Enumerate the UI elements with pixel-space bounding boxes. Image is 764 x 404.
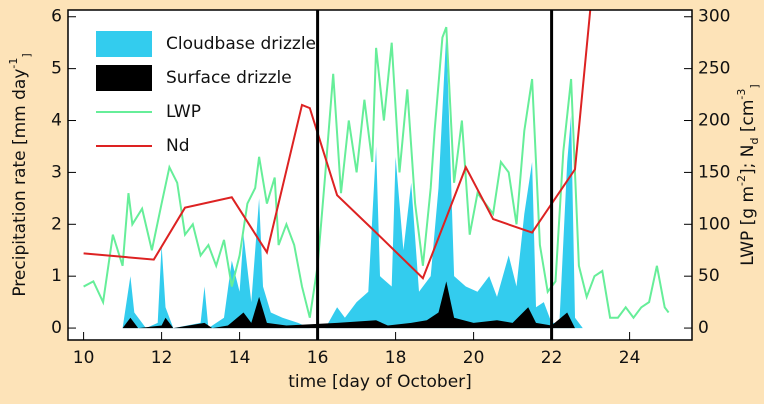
label-part: ]	[20, 53, 33, 57]
label-part: ]; N	[738, 144, 758, 174]
legend-label: Nd	[166, 136, 190, 156]
y-axis-label: Precipitation rate [mm day-1]	[7, 53, 33, 296]
y-tick-label: 0	[51, 318, 62, 338]
x-tick-label: 18	[385, 348, 407, 368]
x-tick-label: 20	[463, 348, 485, 368]
label-part: -3	[735, 89, 748, 100]
y-tick-label: 4	[51, 111, 62, 131]
label-part: ]	[748, 84, 761, 88]
line	[83, 10, 592, 281]
y2-tick-label: 200	[698, 111, 730, 131]
legend-label: LWP	[166, 102, 201, 122]
x-tick-label: 22	[541, 348, 563, 368]
y2-tick-label: 300	[698, 7, 730, 27]
legend-label: Surface drizzle	[166, 68, 292, 88]
y2-tick-label: 250	[698, 59, 730, 79]
x-tick-label: 12	[151, 348, 173, 368]
x-tick-label: 14	[229, 348, 251, 368]
label-part: LWP [g m	[738, 186, 758, 266]
label-part: [cm	[738, 100, 758, 138]
y-tick-label: 3	[51, 162, 62, 182]
overlay: 10 12 14 16 18 20 22 24012345605010015020025030…	[7, 7, 761, 368]
x-tick-label: 24	[619, 348, 641, 368]
y2-tick-label: 50	[698, 266, 720, 286]
y-tick-label: 1	[51, 266, 62, 286]
y2-tick-label: 100	[698, 214, 730, 234]
y-tick-label: 6	[51, 7, 62, 27]
y2-axis-label: LWP [g m-2]; Nd [cm-3]	[735, 84, 761, 265]
legend-swatch	[96, 31, 152, 57]
plot	[83, 10, 670, 340]
legend-label: Cloudbase drizzle	[166, 34, 316, 54]
area	[122, 281, 575, 329]
line	[83, 26, 670, 320]
label-part: -2	[735, 175, 748, 186]
y-tick-label: 5	[51, 59, 62, 79]
label-part: Precipitation rate [mm day	[10, 69, 30, 297]
label-part: d	[748, 138, 761, 145]
axes-frame	[67, 9, 693, 341]
label-part: -1	[7, 58, 20, 69]
x-tick-label: 16	[307, 348, 329, 368]
x-axis-label: time [day of October]	[288, 372, 472, 392]
y-tick-label: 2	[51, 214, 62, 234]
y2-tick-label: 0	[698, 318, 709, 338]
legend-swatch	[96, 65, 152, 91]
x-tick-label: 10	[73, 348, 95, 368]
y2-tick-label: 150	[698, 162, 730, 182]
